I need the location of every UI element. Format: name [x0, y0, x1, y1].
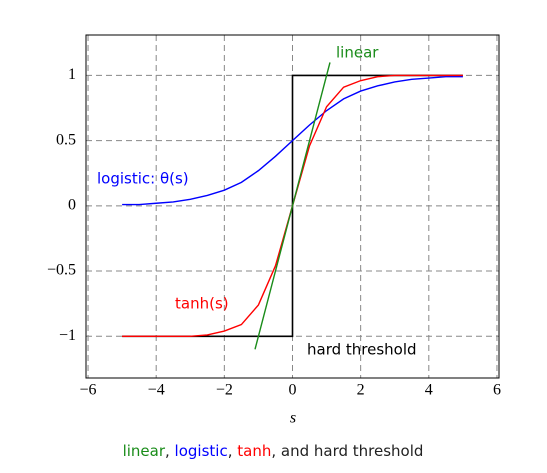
- x-tick-label: 2: [357, 382, 365, 399]
- annotation: linear: [336, 44, 379, 62]
- caption-separator: ,: [228, 442, 238, 460]
- caption: linear, logistic, tanh, and hard thresho…: [123, 442, 424, 460]
- x-tick-label: −6: [80, 382, 97, 399]
- y-tick-label: −0.5: [47, 262, 76, 279]
- annotation: tanh(s): [175, 295, 229, 313]
- x-tick-label: 6: [493, 382, 501, 399]
- caption-series-name: logistic: [175, 442, 228, 460]
- annotation: logistic: θ(s): [97, 170, 189, 188]
- caption-series-name: linear: [123, 442, 166, 460]
- caption-series-name: tanh: [237, 442, 271, 460]
- plot-frame: [85, 34, 500, 379]
- x-tick-label: 4: [425, 382, 433, 399]
- x-tick-label: −2: [216, 382, 233, 399]
- x-tick-label: −4: [148, 382, 165, 399]
- caption-separator: ,: [165, 442, 175, 460]
- caption-separator: , and: [271, 442, 314, 460]
- annotation: hard threshold: [307, 341, 417, 359]
- x-tick-label: 0: [289, 382, 297, 399]
- y-tick-label: 1: [68, 66, 76, 83]
- series-line: [254, 62, 331, 350]
- caption-series-name: hard threshold: [314, 442, 424, 460]
- series-line: [122, 76, 463, 206]
- y-tick-label: 0.5: [56, 131, 76, 148]
- y-tick-label: 0: [68, 197, 76, 214]
- y-tick-label: −1: [59, 327, 76, 344]
- x-axis-label: s: [290, 410, 296, 427]
